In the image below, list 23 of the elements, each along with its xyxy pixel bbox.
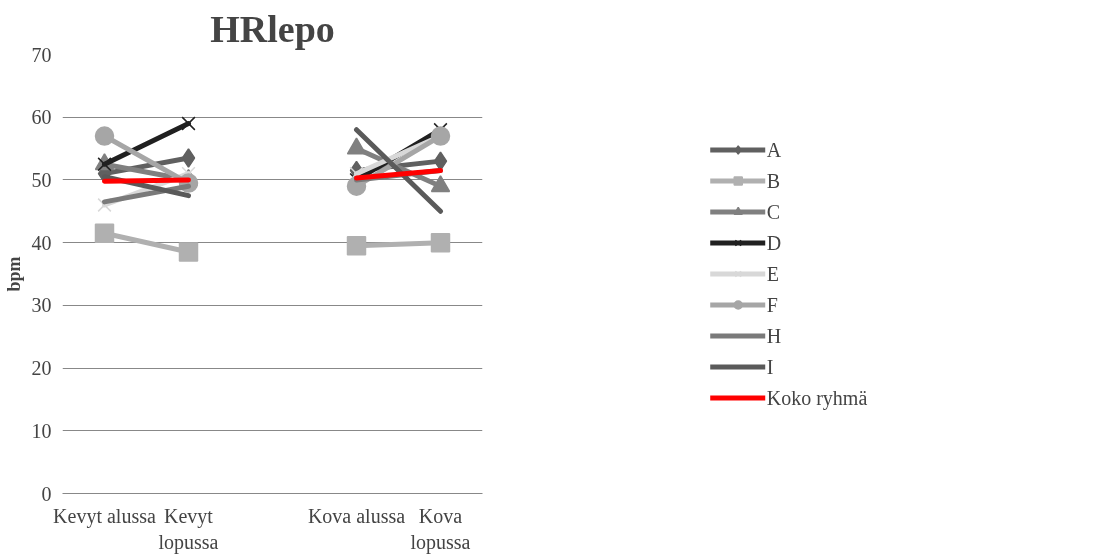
legend-label: H [766, 324, 783, 347]
x-tick-label: Kova alussa [307, 504, 406, 527]
y-axis-title: bpm [3, 256, 24, 292]
legend-label: E [766, 262, 780, 285]
y-tick-label: 20 [31, 357, 52, 380]
legend-label: C [766, 200, 782, 223]
legend-label: D [766, 231, 783, 254]
y-tick-label: 10 [31, 419, 52, 442]
y-tick-label: 0 [41, 482, 52, 505]
legend-label: A [766, 138, 783, 161]
y-tick-label: 60 [31, 106, 52, 129]
y-tick-label: 40 [31, 231, 52, 254]
legend-label: B [766, 169, 782, 192]
x-tick-label: Kova lopussa [410, 504, 471, 554]
x-tick-label: Kevyt alussa [53, 504, 156, 528]
legend-label: F [766, 293, 779, 316]
y-tick-label: 30 [31, 294, 52, 317]
legend-label: Koko ryhmä [766, 386, 868, 409]
chart-title: HRlepo [210, 7, 335, 50]
x-tick-label: Kevyt lopussa [158, 504, 219, 554]
y-tick-label: 70 [31, 43, 52, 66]
legend-label: I [766, 355, 775, 378]
y-tick-label: 50 [31, 168, 52, 191]
